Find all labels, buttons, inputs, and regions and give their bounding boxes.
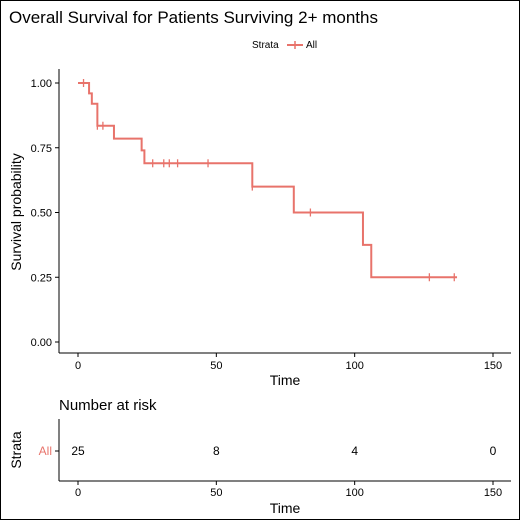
km-step-line bbox=[78, 82, 458, 279]
y-tick-label: 0.50 bbox=[31, 208, 52, 220]
x-tick-label: 0 bbox=[75, 360, 81, 372]
risk-axis-ticks: 0 50 100 150 bbox=[75, 481, 502, 499]
chart-title: Overall Survival for Patients Surviving … bbox=[9, 8, 378, 27]
risk-x-tick-label: 150 bbox=[484, 487, 502, 499]
risk-x-tick-label: 0 bbox=[75, 487, 81, 499]
risk-count: 4 bbox=[351, 444, 358, 458]
x-axis-title: Time bbox=[270, 372, 301, 388]
risk-y-axis-title: Strata bbox=[8, 431, 24, 469]
risk-x-tick-label: 100 bbox=[345, 487, 363, 499]
y-tick-label: 0.25 bbox=[31, 272, 52, 284]
risk-count: 8 bbox=[213, 444, 220, 458]
x-tick-label: 100 bbox=[345, 360, 363, 372]
risk-stratum-label: All bbox=[39, 444, 52, 458]
legend-title: Strata bbox=[252, 40, 279, 51]
y-tick-label: 1.00 bbox=[31, 78, 52, 90]
risk-x-tick-label: 50 bbox=[210, 487, 222, 499]
risk-count: 25 bbox=[71, 444, 85, 458]
main-axis-ticks: 0 50 100 150 0.00 0.25 0.50 0.75 1.00 bbox=[31, 78, 503, 372]
risk-counts-group: 25 8 4 0 bbox=[71, 444, 496, 458]
legend-entry-all: All bbox=[306, 40, 317, 51]
risk-x-axis-title: Time bbox=[270, 500, 301, 516]
y-axis-title: Survival probability bbox=[8, 153, 24, 271]
y-tick-label: 0.00 bbox=[31, 337, 52, 349]
x-tick-label: 50 bbox=[210, 360, 222, 372]
x-tick-label: 150 bbox=[484, 360, 502, 372]
risk-count: 0 bbox=[490, 444, 497, 458]
risk-table-title: Number at risk bbox=[59, 397, 157, 414]
y-tick-label: 0.75 bbox=[31, 143, 52, 155]
km-curve-group bbox=[78, 79, 458, 282]
